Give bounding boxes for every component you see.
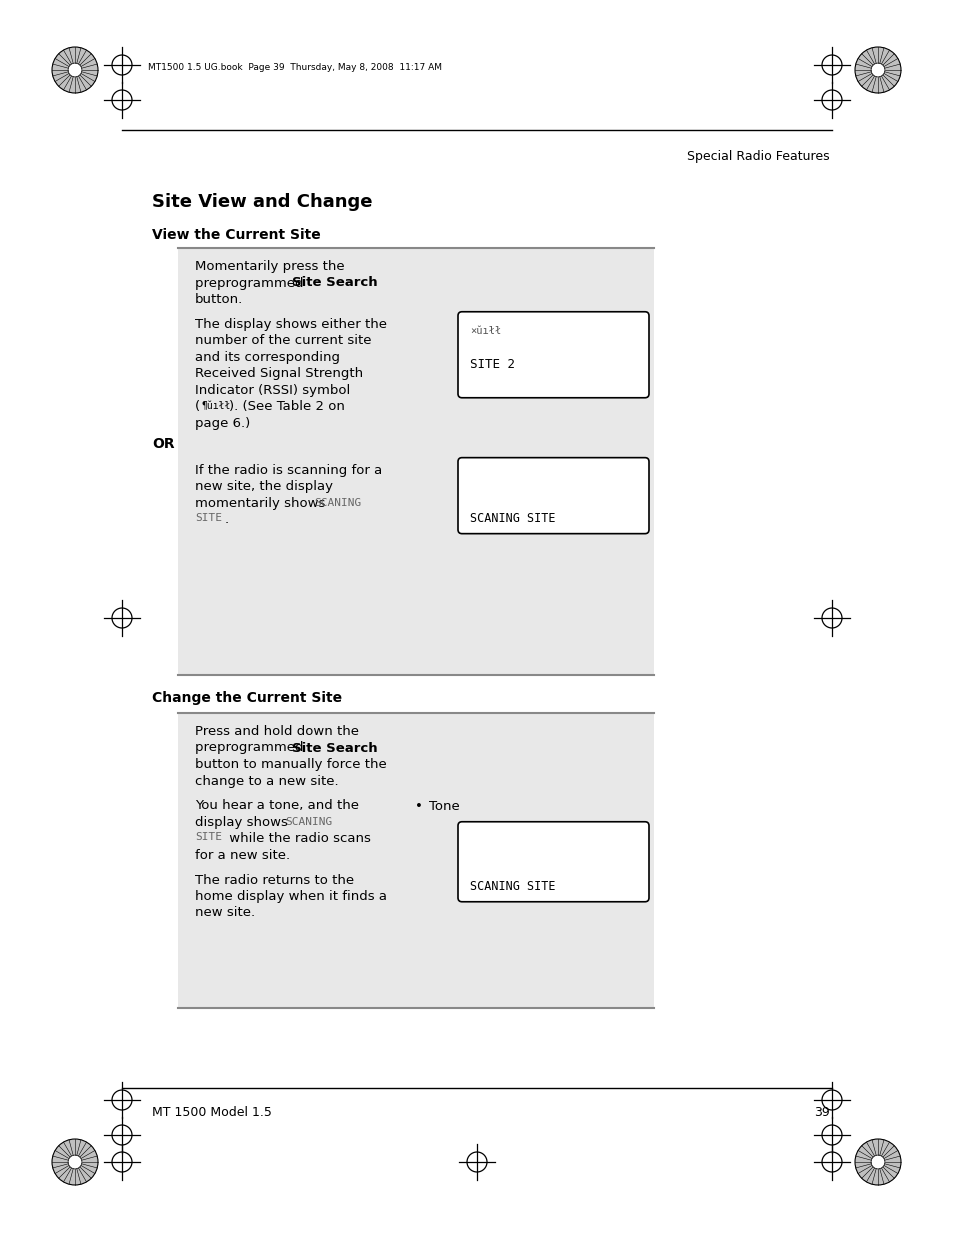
Text: OR: OR — [152, 437, 174, 451]
Text: new site, the display: new site, the display — [194, 480, 333, 493]
Text: SCANING: SCANING — [285, 816, 332, 826]
Text: The radio returns to the: The radio returns to the — [194, 873, 354, 887]
Text: button.: button. — [194, 293, 243, 306]
Text: preprogrammed: preprogrammed — [194, 277, 308, 289]
Circle shape — [52, 1139, 98, 1186]
Text: and its corresponding: and its corresponding — [194, 351, 339, 364]
Circle shape — [870, 63, 884, 77]
Text: MT 1500 Model 1.5: MT 1500 Model 1.5 — [152, 1107, 272, 1119]
Text: button to manually force the: button to manually force the — [194, 758, 386, 771]
Text: Site View and Change: Site View and Change — [152, 193, 372, 211]
Text: for a new site.: for a new site. — [194, 848, 290, 862]
Text: Site Search: Site Search — [292, 277, 377, 289]
FancyBboxPatch shape — [457, 821, 648, 902]
Circle shape — [52, 47, 98, 93]
Text: new site.: new site. — [194, 906, 254, 920]
Circle shape — [68, 63, 82, 77]
Bar — [178, 248, 654, 676]
Text: If the radio is scanning for a: If the radio is scanning for a — [194, 463, 382, 477]
Text: You hear a tone, and the: You hear a tone, and the — [194, 799, 358, 813]
Text: Press and hold down the: Press and hold down the — [194, 725, 358, 739]
Text: SCANING SITE: SCANING SITE — [470, 511, 555, 525]
Text: SITE: SITE — [194, 832, 222, 842]
Circle shape — [854, 1139, 900, 1186]
Text: SITE 2: SITE 2 — [470, 358, 515, 370]
Text: MT1500 1.5 UG.book  Page 39  Thursday, May 8, 2008  11:17 AM: MT1500 1.5 UG.book Page 39 Thursday, May… — [148, 63, 441, 73]
Text: Special Radio Features: Special Radio Features — [687, 149, 829, 163]
Text: ×ŭıłł: ×ŭıłł — [470, 326, 500, 336]
Text: SCANING: SCANING — [314, 498, 361, 508]
Circle shape — [68, 1155, 82, 1168]
Text: 39: 39 — [814, 1107, 829, 1119]
Text: View the Current Site: View the Current Site — [152, 228, 320, 242]
Text: ). (See Table 2 on: ). (See Table 2 on — [229, 400, 345, 414]
Text: Change the Current Site: Change the Current Site — [152, 692, 342, 705]
Text: Received Signal Strength: Received Signal Strength — [194, 367, 363, 380]
FancyBboxPatch shape — [457, 458, 648, 534]
Circle shape — [870, 1155, 884, 1168]
Text: number of the current site: number of the current site — [194, 335, 371, 347]
Text: Site Search: Site Search — [292, 741, 377, 755]
Text: page 6.): page 6.) — [194, 416, 250, 430]
Circle shape — [854, 47, 900, 93]
Text: momentarily shows: momentarily shows — [194, 496, 330, 510]
Text: preprogrammed: preprogrammed — [194, 741, 308, 755]
Text: SITE: SITE — [194, 514, 222, 524]
Text: ¶ŭıłł: ¶ŭıłł — [202, 401, 232, 411]
Text: home display when it finds a: home display when it finds a — [194, 890, 387, 903]
Text: (: ( — [194, 400, 200, 414]
Text: display shows: display shows — [194, 816, 292, 829]
Text: change to a new site.: change to a new site. — [194, 774, 338, 788]
Text: Tone: Tone — [429, 800, 459, 814]
Text: .: . — [225, 514, 229, 526]
Text: The display shows either the: The display shows either the — [194, 317, 387, 331]
Text: •: • — [415, 800, 422, 814]
Text: Indicator (RSSI) symbol: Indicator (RSSI) symbol — [194, 384, 350, 396]
Text: Momentarily press the: Momentarily press the — [194, 261, 344, 273]
Bar — [178, 713, 654, 1008]
Text: SCANING SITE: SCANING SITE — [470, 879, 555, 893]
FancyBboxPatch shape — [457, 311, 648, 398]
Text: while the radio scans: while the radio scans — [225, 832, 371, 845]
